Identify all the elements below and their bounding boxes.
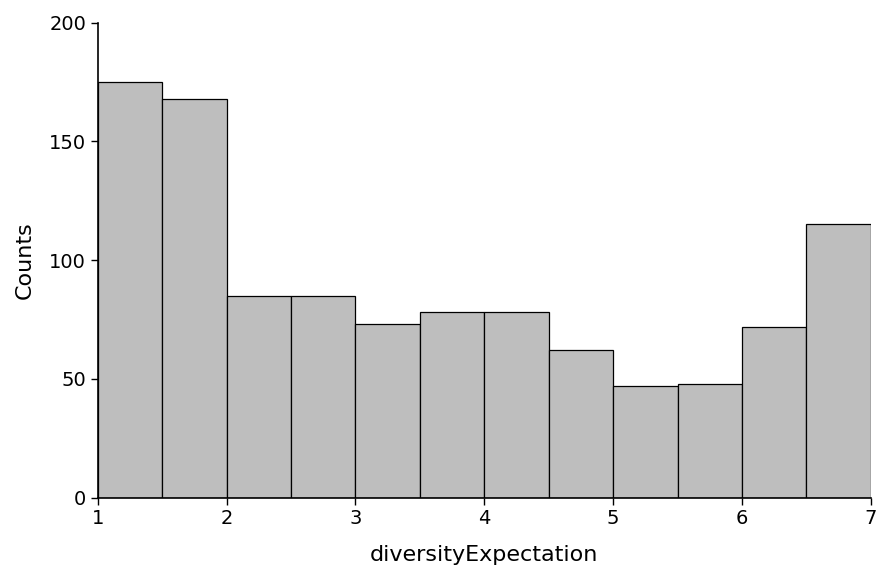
Bar (742, 327, 806, 498)
Bar (806, 224, 871, 498)
X-axis label: diversityExpectation: diversityExpectation (370, 545, 599, 565)
Bar (98, 82, 162, 498)
Bar (484, 312, 549, 498)
Bar (613, 386, 678, 498)
Bar (356, 324, 420, 498)
Bar (549, 350, 613, 498)
Y-axis label: Counts: Counts (15, 221, 35, 299)
Bar (162, 99, 227, 498)
Bar (227, 296, 291, 498)
Bar (291, 296, 356, 498)
Bar (678, 383, 742, 498)
Bar (420, 312, 484, 498)
